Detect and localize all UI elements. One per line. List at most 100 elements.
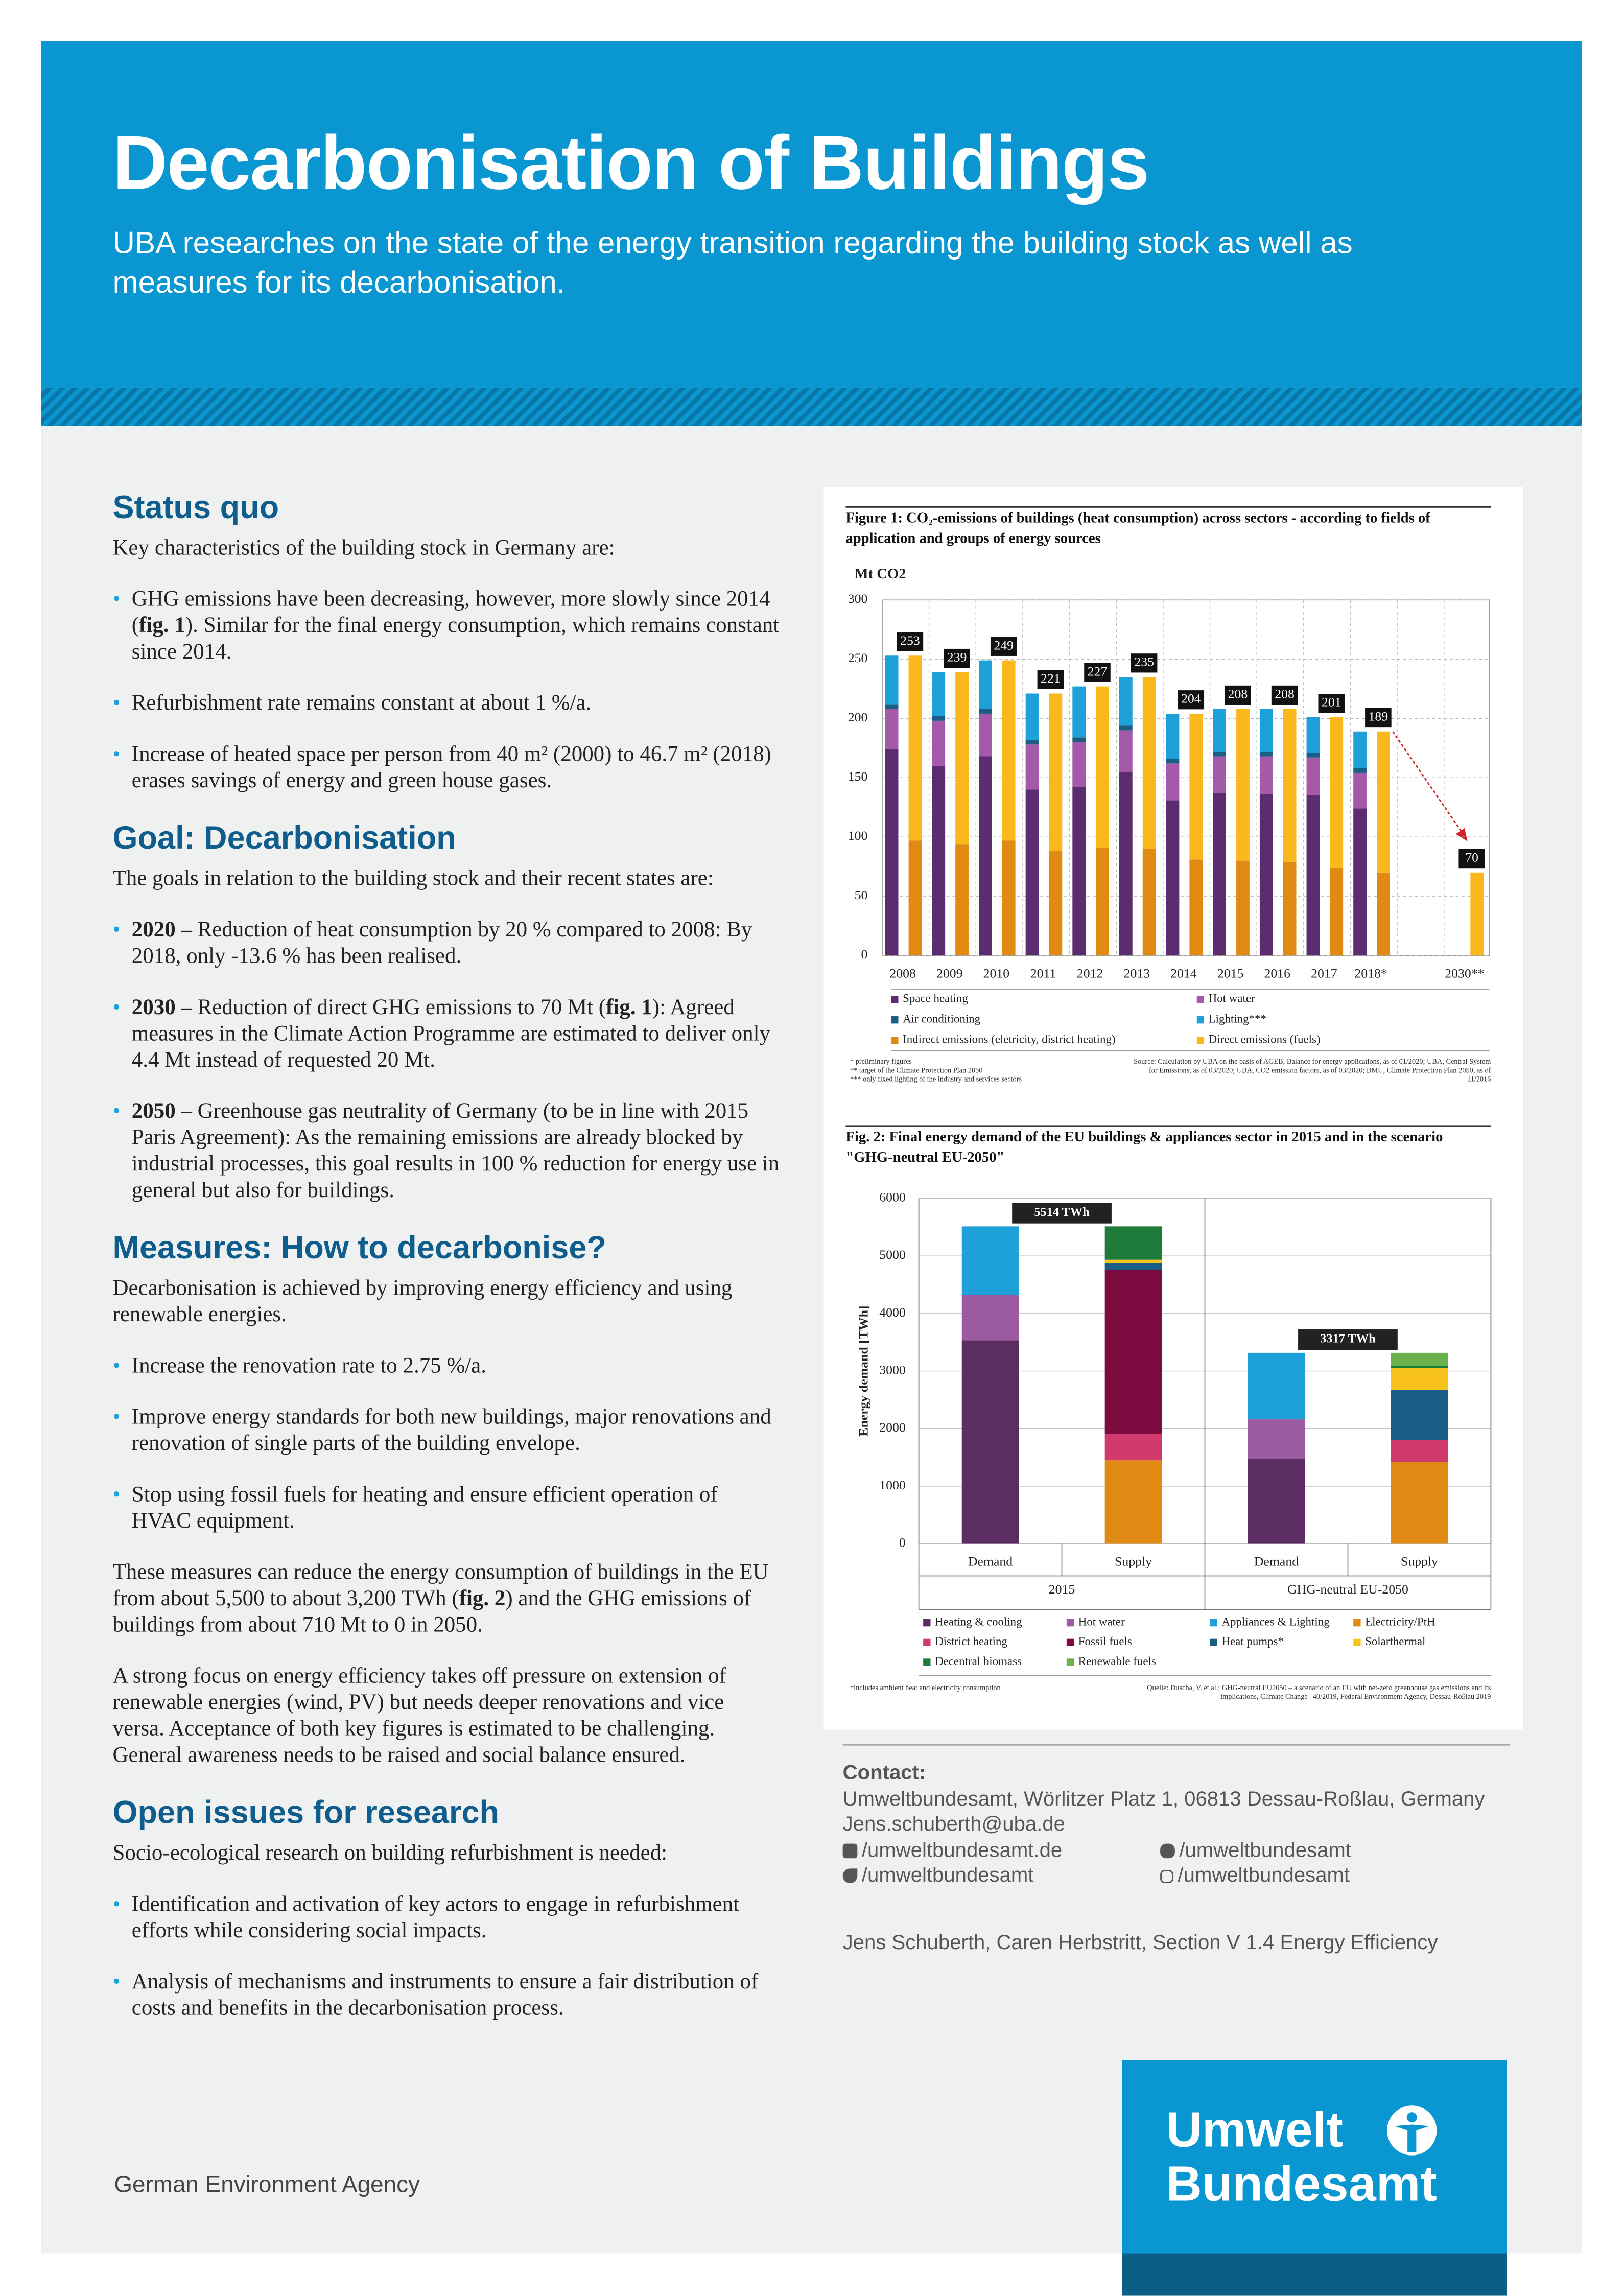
legend-swatch	[1196, 1016, 1205, 1024]
social-row: /umweltbundesamt.de /umweltbundesamt	[842, 1837, 1510, 1863]
page-subtitle: UBA researches on the state of the energ…	[112, 226, 1353, 300]
legend-label: Decentral biomass	[935, 1655, 1022, 1668]
section: Open issues for research Socio-ecological…	[113, 1794, 780, 2022]
figure-notes: * preliminary figures ** target of the C…	[850, 1060, 1143, 1086]
figure-note: *includes ambient heat and electricity c…	[850, 1685, 1001, 1693]
x-tick-label: 2013	[1124, 966, 1150, 980]
bullet-item: 2050 – Greenhouse gas neutrality of Germ…	[113, 1099, 780, 1204]
paragraph: These measures can reduce the energy con…	[113, 1560, 780, 1639]
bar-segment	[1391, 1462, 1448, 1544]
note: ** target of the Climate Protection Plan…	[850, 1068, 983, 1076]
figure-source: Source: Calculation by UBA on the basis …	[1134, 1059, 1491, 1085]
facebook-link[interactable]: /umweltbundesamt.de	[861, 1837, 1063, 1861]
bar-segment	[1025, 789, 1039, 956]
section-intro: Socio-ecological research on building re…	[112, 1842, 668, 1866]
legend-label: Hot water	[1078, 1615, 1125, 1628]
y-tick-label: 50	[855, 887, 868, 902]
legend-label: Direct emissions (fuels)	[1209, 1033, 1321, 1046]
logo-figure	[1394, 2124, 1430, 2152]
text-run: ): Agreed measures in the Climate Action…	[131, 996, 771, 1073]
bar-segment	[1189, 713, 1203, 860]
authors: Jens Schuberth, Caren Herbstritt, Sectio…	[842, 1929, 1438, 1953]
bar-segment	[1104, 1226, 1162, 1260]
bar-segment	[1391, 1368, 1448, 1390]
bar-segment	[1391, 1352, 1448, 1366]
bullet-item: Increase of heated space per person from…	[113, 742, 780, 794]
legend-swatch	[923, 1638, 931, 1646]
twitter-link[interactable]: /umweltbundesamt	[861, 1862, 1034, 1886]
x-tick-label: Demand	[968, 1554, 1013, 1569]
bar-segment	[1330, 868, 1344, 956]
bar-segment	[1283, 861, 1297, 956]
section: Goal: Decarbonisation The goals in relati…	[113, 819, 780, 1204]
bar-segment	[979, 756, 992, 956]
legend-label: Heating & cooling	[935, 1615, 1022, 1628]
bullet-item: Identification and activation of key act…	[113, 1892, 780, 1944]
logo-text: Umwelt	[1166, 2102, 1343, 2159]
bar-segment	[961, 1340, 1019, 1544]
x-tick-label: 2009	[936, 966, 963, 980]
total-box	[897, 632, 924, 651]
bar-segment	[885, 704, 899, 709]
bar-segment	[1025, 693, 1039, 740]
bar-segment	[908, 655, 922, 841]
bar-segment	[1142, 677, 1156, 849]
section: Status quo Key characteristics of the bui…	[113, 489, 780, 795]
bar-segment	[1166, 763, 1180, 801]
x-tick-label: 2018*	[1354, 966, 1387, 980]
bullet-item: Refurbishment rate remains constant at a…	[113, 691, 780, 717]
legend-label: Indirect emissions (eletricity, district…	[903, 1033, 1115, 1046]
legend-swatch	[1066, 1638, 1074, 1646]
youtube-link[interactable]: /umweltbundesamt	[1179, 1837, 1351, 1861]
total-label: 5514 TWh	[1034, 1205, 1090, 1219]
total-label: 235	[1134, 654, 1154, 669]
total-label: 227	[1088, 664, 1108, 678]
total-box	[1084, 663, 1111, 682]
y-axis-label: Mt CO2	[855, 566, 906, 582]
bold-run: fig. 2	[459, 1587, 506, 1611]
social-row: /umweltbundesamt /umweltbundesamt	[842, 1862, 1510, 1888]
bullet-item: 2020 – Reduction of heat consumption by …	[113, 918, 780, 970]
x-tick-label: 2017	[1311, 966, 1337, 980]
bar-segment	[1166, 800, 1180, 956]
text-run: A strong focus on energy efficiency take…	[112, 1665, 726, 1768]
text-run: Analysis of mechanisms and instruments t…	[131, 1971, 759, 2021]
note: * preliminary figures	[850, 1059, 912, 1067]
total-box	[1225, 685, 1251, 705]
bar-segment	[955, 844, 969, 956]
legend-label: Solarthermal	[1365, 1635, 1425, 1648]
bar-segment	[932, 766, 946, 956]
legend-swatch	[1196, 1037, 1205, 1044]
legend-label: Space heating	[903, 992, 968, 1004]
total-box	[1131, 653, 1158, 673]
bar-segment	[1306, 717, 1320, 753]
legend-label: Fossil fuels	[1078, 1635, 1132, 1648]
bullet-list: Identification and activation of key act…	[113, 1892, 780, 2022]
legend-swatch	[1353, 1638, 1361, 1646]
bar-segment	[1119, 725, 1133, 731]
bar-segment	[1049, 693, 1063, 852]
text-run: Improve energy standards for both new bu…	[131, 1406, 771, 1456]
text-run: – Reduction of direct GHG emissions to 7…	[175, 996, 606, 1020]
bar-segment	[1248, 1419, 1305, 1459]
instagram-link[interactable]: /umweltbundesamt	[1178, 1862, 1350, 1886]
x-tick-label: 2011	[1030, 966, 1056, 980]
bar-segment	[1213, 756, 1227, 793]
header-stripes	[41, 387, 1582, 426]
bar-segment	[1330, 717, 1344, 868]
contact-email: Jens.schuberth@uba.de	[842, 1811, 1065, 1835]
total-box	[1365, 708, 1392, 728]
legend-swatch	[891, 995, 899, 1003]
x-tick-label: 2008	[889, 966, 916, 980]
contact-block: Contact: Umweltbundesamt, Wörlitzer Plat…	[842, 1744, 1510, 1955]
bold-run: 2030	[131, 996, 176, 1020]
legend-swatch	[1196, 995, 1205, 1003]
bar-segment	[1166, 713, 1180, 759]
bar-segment	[1119, 730, 1133, 772]
legend-swatch	[923, 1619, 931, 1627]
y-tick-label: 5000	[879, 1247, 906, 1262]
paragraph: A strong focus on energy efficiency take…	[113, 1664, 780, 1769]
total-label: 204	[1181, 691, 1201, 706]
